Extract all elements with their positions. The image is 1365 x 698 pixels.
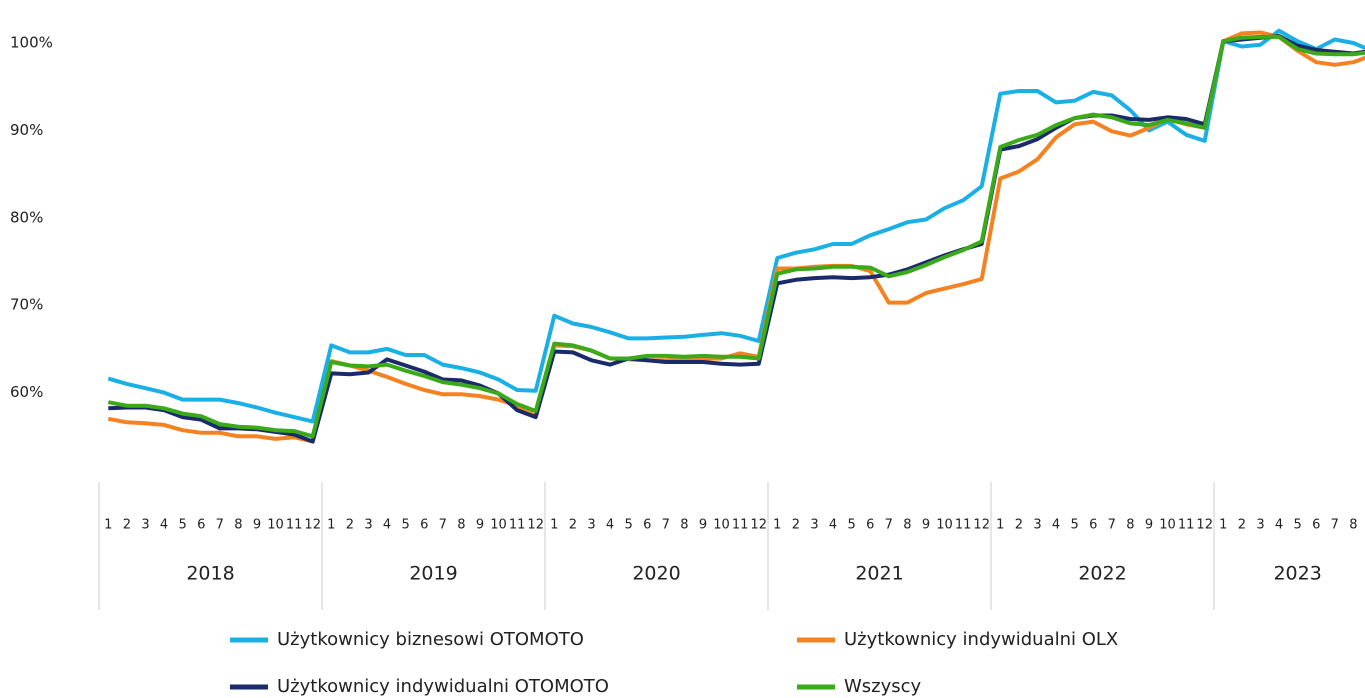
x-tick-label: 2 [346, 518, 354, 533]
x-tick-label: 8 [1349, 518, 1357, 533]
x-tick-label: 1 [773, 518, 781, 533]
x-tick-label: 3 [1256, 518, 1264, 533]
x-tick-label: 6 [1089, 518, 1097, 533]
x-tick-label: 2 [1015, 518, 1023, 533]
series-line [107, 28, 1365, 424]
group-label: 2021 [855, 563, 903, 585]
x-tick-label: 5 [847, 518, 855, 533]
x-tick-label: 8 [457, 518, 465, 533]
x-tick-label: 4 [383, 518, 391, 533]
x-tick-label: 10 [713, 518, 730, 533]
x-tick-label: 9 [699, 518, 707, 533]
x-tick-label: 3 [1033, 518, 1041, 533]
group-label: 2023 [1273, 563, 1321, 585]
x-tick-label: 8 [680, 518, 688, 533]
x-tick-label: 11 [955, 518, 972, 533]
group-label: 2018 [186, 563, 234, 585]
x-tick-label: 4 [160, 518, 168, 533]
x-tick-label: 7 [662, 518, 670, 533]
x-tick-label: 1 [550, 518, 558, 533]
x-tick-label: 5 [178, 518, 186, 533]
x-tick-label: 8 [234, 518, 242, 533]
x-tick-label: 3 [810, 518, 818, 533]
legend-label: Użytkownicy indywidualni OLX [844, 629, 1118, 650]
x-tick-label: 11 [286, 518, 303, 533]
y-tick-label: 90% [10, 121, 43, 139]
x-tick-label: 8 [1126, 518, 1134, 533]
x-tick-label: 11 [1178, 518, 1195, 533]
x-tick-label: 5 [1293, 518, 1301, 533]
legend-label: Użytkownicy biznesowi OTOMOTO [277, 629, 584, 650]
x-tick-label: 7 [216, 518, 224, 533]
x-tick-label: 10 [1159, 518, 1176, 533]
x-tick-label: 4 [829, 518, 837, 533]
x-tick-label: 5 [401, 518, 409, 533]
x-tick-label: 9 [1145, 518, 1153, 533]
series-line [107, 30, 1365, 444]
series-line [108, 34, 1365, 444]
x-tick-label: 7 [885, 518, 893, 533]
x-tick-label: 12 [1196, 518, 1213, 533]
x-tick-label: 7 [1331, 518, 1339, 533]
x-tick-label: 10 [936, 518, 953, 533]
x-tick-label: 5 [1070, 518, 1078, 533]
x-tick-label: 8 [903, 518, 911, 533]
x-tick-label: 2 [569, 518, 577, 533]
legend-label: Użytkownicy indywidualni OTOMOTO [277, 676, 609, 697]
x-tick-label: 6 [420, 518, 428, 533]
x-tick-label: 1 [996, 518, 1004, 533]
group-label: 2019 [409, 563, 457, 585]
x-tick-label: 1 [1219, 518, 1227, 533]
x-tick-label: 6 [197, 518, 205, 533]
x-tick-label: 2 [792, 518, 800, 533]
x-tick-label: 11 [509, 518, 526, 533]
y-tick-label: 70% [10, 296, 43, 314]
x-tick-label: 2 [1238, 518, 1246, 533]
x-tick-label: 6 [866, 518, 874, 533]
x-tick-label: 10 [267, 518, 284, 533]
x-tick-label: 4 [1052, 518, 1060, 533]
x-tick-label: 7 [1108, 518, 1116, 533]
x-tick-label: 3 [141, 518, 149, 533]
x-tick-label: 6 [1312, 518, 1320, 533]
series-line [107, 34, 1365, 439]
x-tick-label: 4 [606, 518, 614, 533]
y-tick-label: 60% [10, 383, 43, 401]
x-tick-label: 10 [490, 518, 507, 533]
x-tick-label: 12 [304, 518, 321, 533]
legend-label: Wszyscy [844, 676, 922, 697]
x-tick-label: 2 [123, 518, 131, 533]
x-tick-label: 12 [527, 518, 544, 533]
x-tick-label: 9 [922, 518, 930, 533]
x-tick-label: 12 [750, 518, 767, 533]
x-tick-label: 4 [1275, 518, 1283, 533]
x-tick-label: 1 [104, 518, 112, 533]
x-tick-label: 9 [253, 518, 261, 533]
y-tick-label: 100% [10, 33, 53, 51]
x-tick-label: 9 [476, 518, 484, 533]
x-tick-label: 6 [643, 518, 651, 533]
x-tick-label: 3 [364, 518, 372, 533]
x-tick-label: 1 [327, 518, 335, 533]
x-tick-label: 5 [624, 518, 632, 533]
group-label: 2020 [632, 563, 680, 585]
x-tick-label: 7 [439, 518, 447, 533]
group-label: 2022 [1078, 563, 1126, 585]
x-tick-label: 12 [973, 518, 990, 533]
y-tick-label: 80% [10, 208, 43, 226]
x-tick-label: 11 [732, 518, 749, 533]
x-tick-label: 3 [587, 518, 595, 533]
